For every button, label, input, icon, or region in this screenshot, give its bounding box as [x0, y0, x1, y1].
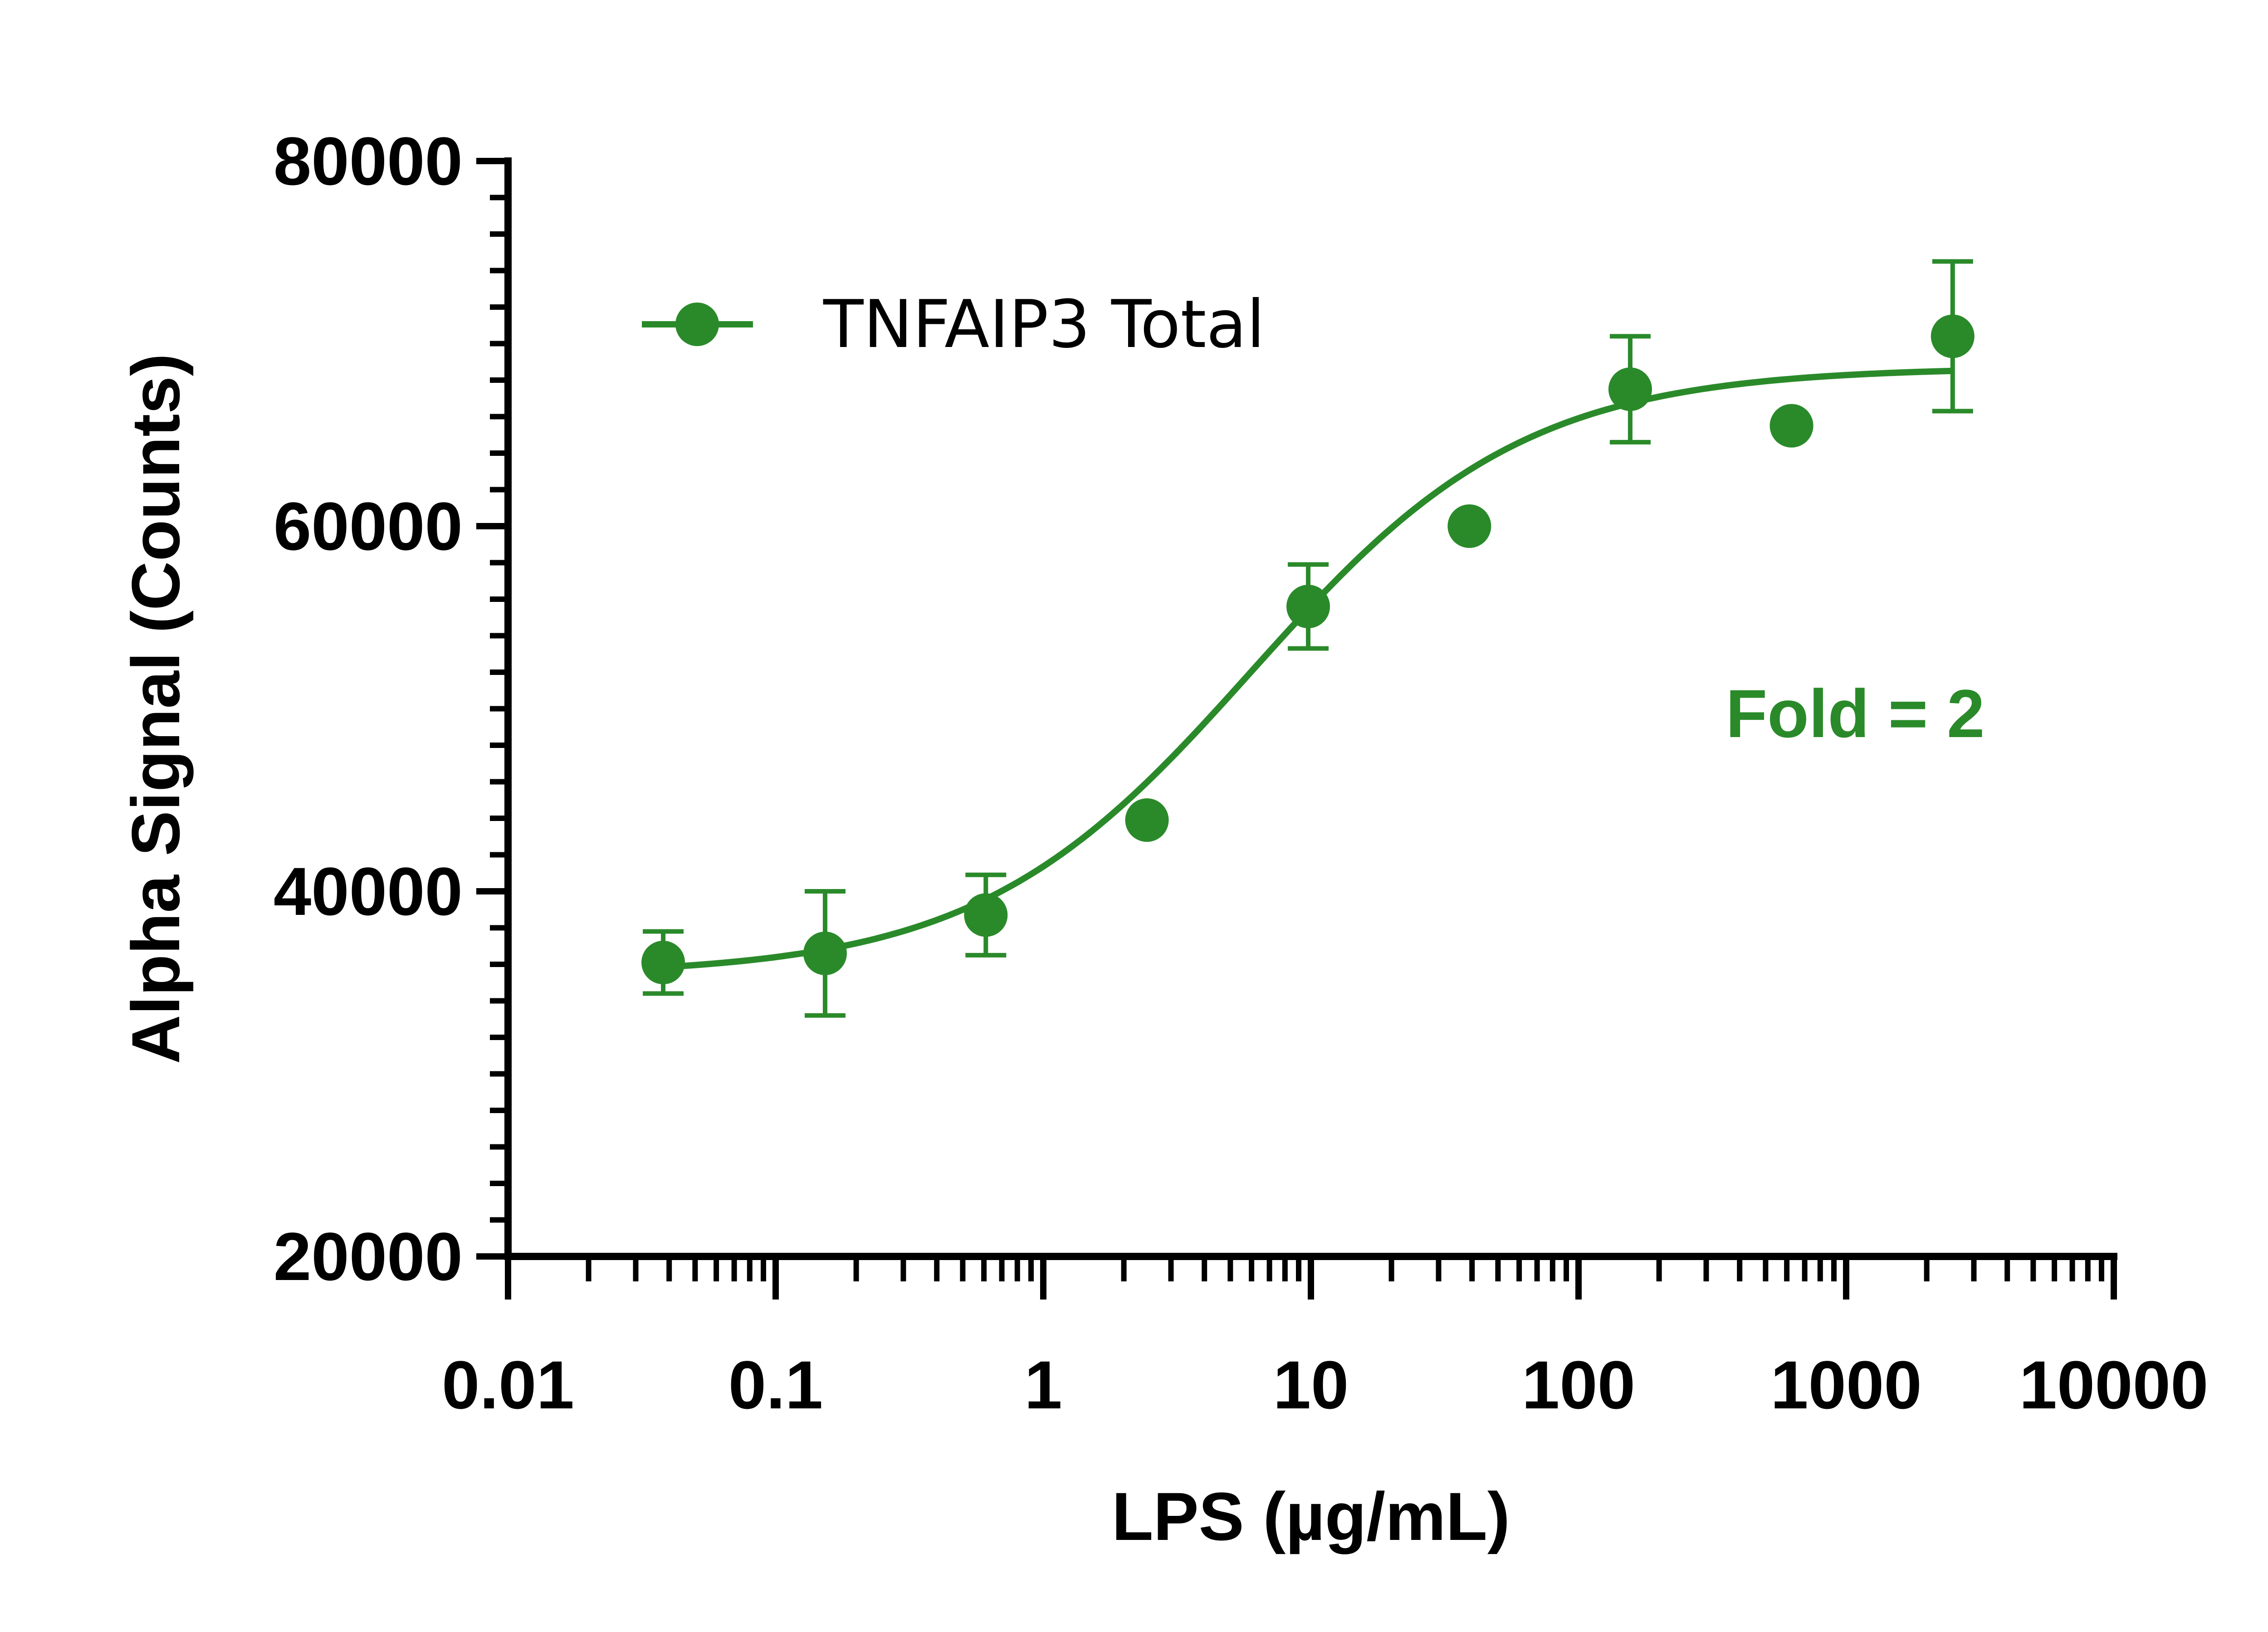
fold-annotation: Fold = 2 — [1726, 675, 1985, 752]
y-tick-label: 60000 — [274, 488, 463, 564]
data-point — [1931, 314, 1975, 358]
data-point — [641, 940, 685, 984]
x-axis-title: LPS (µg/mL) — [1112, 1478, 1510, 1554]
x-tick-label: 0.1 — [728, 1347, 823, 1423]
y-axis-title: Alpha Signal (Counts) — [117, 353, 194, 1064]
x-tick-label: 1000 — [1770, 1347, 1922, 1423]
y-axis-ticks: 20000 40000 60000 80000 — [274, 123, 508, 1295]
data-point — [1447, 504, 1491, 548]
data-point — [1769, 404, 1813, 448]
y-tick-label: 80000 — [274, 123, 463, 199]
x-tick-label: 0.01 — [442, 1347, 574, 1423]
data-point — [964, 893, 1008, 937]
legend-marker — [675, 303, 719, 346]
x-tick-label: 10000 — [2019, 1347, 2208, 1423]
data-point — [803, 931, 847, 975]
legend-label: TNFAIP3 Total — [823, 286, 1265, 363]
fit-curve — [663, 367, 1953, 971]
data-point — [1286, 585, 1330, 629]
x-tick-label: 1 — [1024, 1347, 1062, 1423]
data-point — [1125, 798, 1169, 842]
x-tick-label: 10 — [1273, 1347, 1349, 1423]
y-tick-label: 40000 — [274, 853, 463, 929]
x-axis-ticks: 0.01 0.1 1 10 100 1000 10000 — [442, 1256, 2209, 1423]
x-tick-label: 100 — [1522, 1347, 1635, 1423]
legend: TNFAIP3 Total — [642, 286, 1265, 363]
data-point — [1608, 367, 1652, 411]
y-tick-label: 20000 — [274, 1218, 463, 1295]
series-layer — [641, 259, 1975, 1018]
